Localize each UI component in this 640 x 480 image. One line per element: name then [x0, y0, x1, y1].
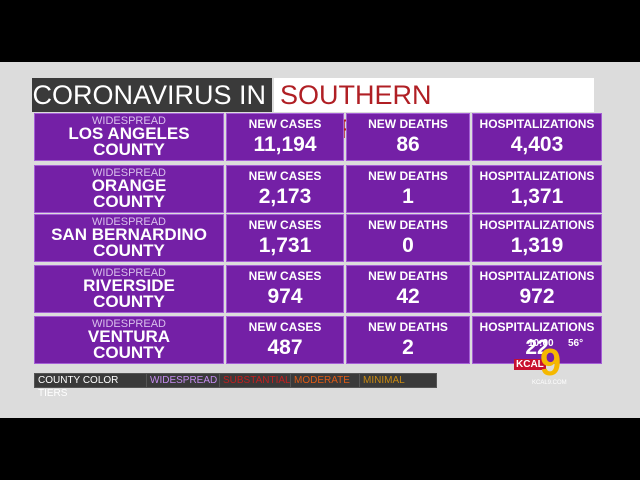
column-header: NEW CASES — [248, 117, 322, 131]
county-suffix: COUNTY — [93, 343, 165, 362]
title-left: CORONAVIRUS IN — [32, 78, 272, 112]
legend-tier: MINIMAL — [359, 373, 437, 388]
county-cell: WIDESPREAD RIVERSIDE COUNTY — [34, 265, 224, 313]
county-name: VENTURA — [87, 327, 171, 346]
data-cell: NEW DEATHS 86 — [346, 113, 470, 161]
cell-value: 2,173 — [258, 185, 312, 208]
county-cell: WIDESPREAD ORANGE COUNTY — [34, 165, 224, 213]
data-cell: NEW CASES 487 — [226, 316, 344, 364]
column-header: NEW DEATHS — [368, 269, 448, 283]
tier-label: WIDESPREAD — [92, 167, 166, 179]
data-cell: HOSPITALIZATIONS 1,319 — [472, 214, 602, 262]
logo-channel: 9 — [540, 342, 562, 384]
data-cell: NEW DEATHS 42 — [346, 265, 470, 313]
cell-value: 11,194 — [253, 133, 317, 156]
cell-value: 22 — [525, 336, 549, 359]
county-cell: WIDESPREAD SAN BERNARDINO COUNTY — [34, 214, 224, 262]
cell-value: 1,371 — [510, 185, 564, 208]
logo-station: KCAL — [514, 359, 546, 370]
cell-value: 42 — [396, 285, 420, 308]
data-cell: NEW CASES 1,731 — [226, 214, 344, 262]
tier-label: WIDESPREAD — [92, 318, 166, 330]
tier-label: WIDESPREAD — [92, 115, 166, 127]
column-header: NEW CASES — [248, 320, 322, 334]
data-cell: NEW DEATHS 2 — [346, 316, 470, 364]
screen: CORONAVIRUS IN SOUTHERN CALIFORNIA WIDES… — [0, 62, 640, 418]
logo-site: KCAL9.COM — [532, 380, 567, 386]
logo-temp: 56° — [568, 338, 584, 349]
title-right: SOUTHERN CALIFORNIA — [274, 78, 594, 144]
column-header: NEW CASES — [248, 169, 322, 183]
legend-title: COUNTY COLOR TIERS — [34, 373, 152, 399]
data-cell: HOSPITALIZATIONS 22 — [472, 316, 602, 364]
data-cell: HOSPITALIZATIONS 1,371 — [472, 165, 602, 213]
data-cell: NEW CASES 2,173 — [226, 165, 344, 213]
column-header: HOSPITALIZATIONS — [479, 320, 595, 334]
county-name: SAN BERNARDINO — [51, 225, 207, 244]
cell-value: 1 — [402, 185, 414, 208]
cell-value: 2 — [402, 336, 414, 359]
column-header: NEW DEATHS — [368, 117, 448, 131]
column-header: NEW DEATHS — [368, 218, 448, 232]
legend-tier: WIDESPREAD — [146, 373, 226, 388]
county-cell: WIDESPREAD VENTURA COUNTY — [34, 316, 224, 364]
cell-value: 1,319 — [510, 234, 564, 257]
column-header: HOSPITALIZATIONS — [479, 218, 595, 232]
cell-value: 86 — [396, 133, 420, 156]
logo-time: 10:00 — [528, 338, 554, 349]
county-suffix: COUNTY — [93, 292, 165, 311]
cell-value: 1,731 — [258, 234, 312, 257]
data-cell: NEW CASES 974 — [226, 265, 344, 313]
column-header: NEW DEATHS — [368, 320, 448, 334]
county-name: RIVERSIDE — [83, 276, 175, 295]
column-header: HOSPITALIZATIONS — [479, 169, 595, 183]
county-suffix: COUNTY — [93, 140, 165, 159]
legend-tier: SUBSTANTIAL — [219, 373, 297, 388]
data-cell: HOSPITALIZATIONS 972 — [472, 265, 602, 313]
cell-value: 972 — [519, 285, 555, 308]
data-cell: HOSPITALIZATIONS 4,403 — [472, 113, 602, 161]
legend-tier: MODERATE — [290, 373, 366, 388]
cell-value: 0 — [402, 234, 414, 257]
column-header: NEW CASES — [248, 269, 322, 283]
column-header: HOSPITALIZATIONS — [479, 117, 595, 131]
data-cell: NEW DEATHS 0 — [346, 214, 470, 262]
cell-value: 974 — [267, 285, 303, 308]
cell-value: 487 — [267, 336, 303, 359]
column-header: NEW CASES — [248, 218, 322, 232]
data-cell: NEW DEATHS 1 — [346, 165, 470, 213]
county-cell: WIDESPREAD LOS ANGELES COUNTY — [34, 113, 224, 161]
column-header: NEW DEATHS — [368, 169, 448, 183]
column-header: HOSPITALIZATIONS — [479, 269, 595, 283]
county-name: ORANGE — [91, 176, 167, 195]
county-suffix: COUNTY — [93, 192, 165, 211]
county-suffix: COUNTY — [93, 241, 165, 260]
tier-label: WIDESPREAD — [92, 267, 166, 279]
cell-value: 4,403 — [510, 133, 564, 156]
tier-label: WIDESPREAD — [92, 216, 166, 228]
data-cell: NEW CASES 11,194 — [226, 113, 344, 161]
county-name: LOS ANGELES — [68, 124, 190, 143]
